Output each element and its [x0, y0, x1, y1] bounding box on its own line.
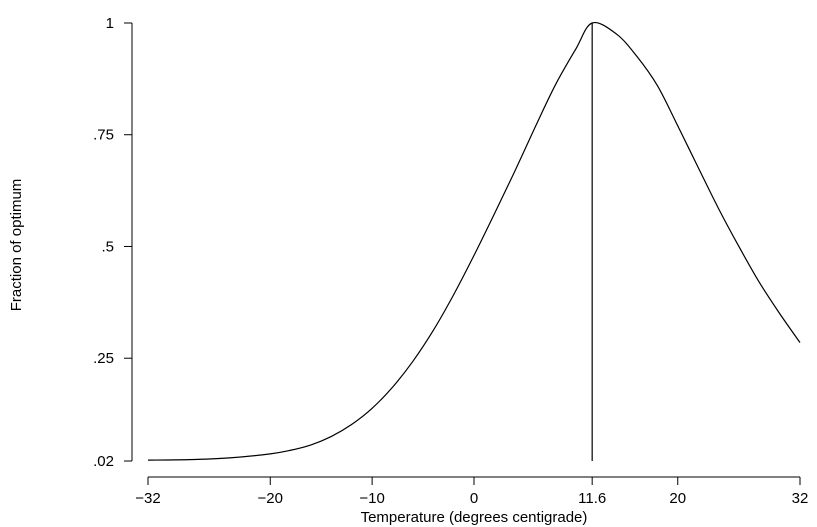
x-tick-label: −32 — [135, 490, 160, 507]
x-axis-ticks: −32 −20 −10 0 11.6 20 32 — [135, 477, 808, 507]
y-tick-label: .02 — [93, 453, 114, 470]
x-tick-label: −10 — [359, 490, 384, 507]
y-tick-label: .5 — [101, 238, 114, 255]
series-line — [147, 21, 801, 461]
x-tick-label: 20 — [669, 490, 686, 507]
y-axis-ticks: .02 .25 .5 .75 1 — [93, 15, 132, 470]
y-tick-label: .75 — [93, 127, 114, 144]
x-tick-label: 0 — [470, 490, 478, 507]
y-tick-label: .25 — [93, 350, 114, 367]
x-axis-title: Temperature (degrees centigrade) — [361, 509, 588, 526]
y-axis-title: Fraction of optimum — [8, 179, 25, 312]
y-tick-label: 1 — [106, 15, 114, 32]
x-tick-label: 32 — [792, 490, 809, 507]
x-tick-label: −20 — [258, 490, 283, 507]
x-tick-label: 11.6 — [578, 490, 606, 507]
